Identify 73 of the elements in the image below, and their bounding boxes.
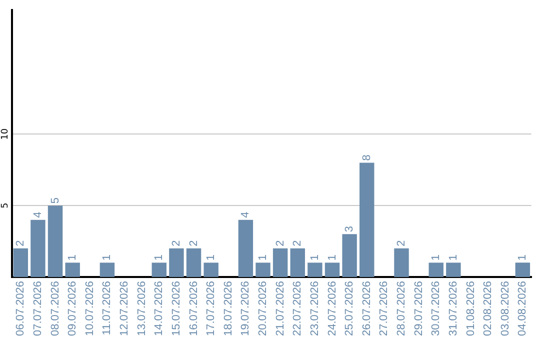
x-tick-label: 22.07.2026 <box>292 280 304 336</box>
x-tick-label: 03.08.2026 <box>499 280 512 336</box>
x-tick-label: 21.07.2026 <box>274 280 286 336</box>
data-label: 2 <box>14 240 27 246</box>
x-tick-label: 31.07.2026 <box>447 280 460 336</box>
x-tick-label: 28.07.2026 <box>396 280 408 336</box>
x-tick-label: 18.07.2026 <box>222 280 234 336</box>
bar <box>342 234 357 277</box>
x-tick-label: 25.07.2026 <box>344 280 356 336</box>
x-tick-label: 01.08.2026 <box>464 280 477 336</box>
data-label: 1 <box>447 254 460 261</box>
data-label: 2 <box>292 240 304 246</box>
data-label: 4 <box>32 212 44 218</box>
x-tick-label: 16.07.2026 <box>188 280 200 336</box>
x-tick-label: 04.08.2026 <box>516 280 529 336</box>
x-tick-label: 19.07.2026 <box>240 280 252 336</box>
x-tick-label: 02.08.2026 <box>482 280 494 336</box>
bar <box>308 262 322 277</box>
data-label: 2 <box>274 240 286 246</box>
bar <box>428 262 444 277</box>
x-tick-label: 23.07.2026 <box>308 280 321 336</box>
data-label: 2 <box>170 240 182 246</box>
bar <box>204 262 218 277</box>
data-label: 3 <box>344 226 356 232</box>
bar <box>272 248 288 277</box>
bar <box>394 248 409 277</box>
x-tick-label: 14.07.2026 <box>153 280 166 336</box>
bar <box>13 248 28 277</box>
x-tick-label: 17.07.2026 <box>205 280 218 336</box>
x-tick-label: 07.07.2026 <box>32 280 44 336</box>
x-tick-label: 13.07.2026 <box>136 280 148 336</box>
x-tick-label: 20.07.2026 <box>257 280 270 336</box>
x-tick-label: 15.07.2026 <box>170 280 182 336</box>
bar <box>360 162 374 277</box>
data-label: 1 <box>516 254 529 261</box>
bar <box>446 262 461 277</box>
data-label: 1 <box>308 254 321 261</box>
bar <box>100 262 115 277</box>
bar <box>65 262 80 277</box>
x-tick-label: 29.07.2026 <box>412 280 425 336</box>
data-label: 1 <box>101 254 114 261</box>
x-tick-label: 24.07.2026 <box>326 280 338 336</box>
x-tick-label: 06.07.2026 <box>14 280 27 336</box>
data-label: 2 <box>396 240 408 246</box>
data-label: 1 <box>205 254 218 261</box>
data-label: 1 <box>326 254 338 261</box>
x-tick-label: 08.07.2026 <box>49 280 62 336</box>
x-tick-label: 10.07.2026 <box>84 280 96 336</box>
x-tick-label: 09.07.2026 <box>66 280 79 336</box>
data-label: 4 <box>240 212 252 218</box>
y-tick-label: 10 <box>0 128 10 140</box>
data-label: 5 <box>49 197 62 204</box>
bar <box>48 206 63 277</box>
bar <box>324 262 340 277</box>
bar <box>238 220 254 277</box>
x-tick-label: 27.07.2026 <box>378 280 390 336</box>
x-tick-label: 12.07.2026 <box>118 280 131 336</box>
bar <box>30 220 46 277</box>
x-tick-label: 30.07.2026 <box>430 280 442 336</box>
bar <box>169 248 184 277</box>
data-label: 1 <box>153 254 166 261</box>
data-label: 8 <box>360 154 373 161</box>
bar <box>256 262 270 277</box>
data-label: 2 <box>188 240 200 246</box>
bar <box>290 248 305 277</box>
x-tick-label: 26.07.2026 <box>360 280 373 336</box>
bar <box>515 262 530 277</box>
data-label: 1 <box>66 254 79 261</box>
data-label: 1 <box>430 254 442 261</box>
bar <box>152 262 166 277</box>
x-tick-label: 11.07.2026 <box>101 280 114 336</box>
data-label: 1 <box>257 254 270 261</box>
bar <box>186 248 202 277</box>
